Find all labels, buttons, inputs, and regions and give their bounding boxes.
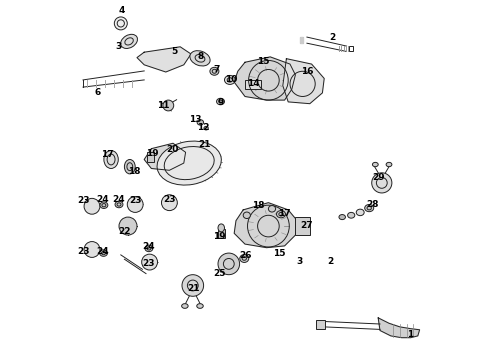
Circle shape: [163, 100, 174, 111]
Ellipse shape: [157, 141, 221, 185]
Polygon shape: [300, 37, 303, 43]
Text: 10: 10: [225, 75, 238, 84]
Circle shape: [218, 253, 240, 275]
Ellipse shape: [347, 212, 355, 218]
Text: 21: 21: [188, 284, 200, 293]
Circle shape: [84, 242, 100, 257]
Ellipse shape: [276, 211, 286, 218]
Text: 11: 11: [157, 101, 169, 110]
Text: 25: 25: [213, 269, 225, 278]
Text: 23: 23: [77, 196, 90, 204]
Text: 2: 2: [327, 257, 333, 266]
Text: 27: 27: [300, 221, 313, 230]
Circle shape: [372, 173, 392, 193]
Text: 15: 15: [257, 58, 269, 67]
Text: 12: 12: [197, 123, 210, 132]
Text: 18: 18: [252, 201, 265, 210]
Text: 7: 7: [214, 65, 220, 74]
Text: 23: 23: [129, 196, 142, 204]
Text: 21: 21: [198, 140, 211, 149]
Text: 24: 24: [113, 195, 125, 204]
Ellipse shape: [269, 206, 275, 212]
Ellipse shape: [104, 150, 118, 168]
Text: 16: 16: [301, 67, 314, 76]
Text: 17: 17: [101, 150, 114, 159]
Text: 6: 6: [95, 89, 101, 98]
Text: 17: 17: [278, 209, 291, 217]
Text: 4: 4: [119, 6, 125, 15]
Bar: [316, 320, 325, 329]
Ellipse shape: [210, 67, 219, 75]
Text: 1: 1: [407, 330, 413, 338]
Polygon shape: [283, 59, 324, 104]
Text: 19: 19: [213, 232, 225, 241]
Ellipse shape: [182, 304, 188, 308]
Text: 20: 20: [166, 145, 178, 154]
Circle shape: [84, 198, 100, 214]
Circle shape: [142, 254, 157, 270]
Ellipse shape: [356, 209, 364, 216]
Polygon shape: [137, 47, 191, 72]
Text: 5: 5: [172, 47, 178, 56]
Bar: [219, 229, 225, 238]
Text: 13: 13: [190, 115, 202, 124]
Ellipse shape: [372, 162, 378, 167]
Ellipse shape: [145, 245, 153, 252]
Text: 23: 23: [77, 248, 90, 256]
Text: 14: 14: [247, 80, 260, 89]
Text: 23: 23: [163, 194, 175, 204]
Bar: [147, 152, 153, 162]
Ellipse shape: [204, 126, 208, 130]
Ellipse shape: [124, 159, 135, 174]
Polygon shape: [234, 203, 297, 248]
Polygon shape: [234, 57, 295, 100]
Text: 19: 19: [146, 149, 158, 158]
Circle shape: [119, 217, 137, 235]
Ellipse shape: [197, 120, 204, 125]
Circle shape: [127, 197, 143, 212]
Text: 22: 22: [118, 228, 130, 237]
Bar: [245, 80, 261, 89]
Ellipse shape: [386, 162, 392, 167]
Text: 26: 26: [240, 251, 252, 260]
Ellipse shape: [224, 76, 235, 85]
Bar: [295, 217, 310, 235]
Text: 9: 9: [218, 98, 224, 107]
Text: 23: 23: [142, 259, 155, 269]
Ellipse shape: [197, 304, 203, 308]
Ellipse shape: [365, 204, 374, 212]
Ellipse shape: [339, 215, 345, 220]
Ellipse shape: [99, 250, 107, 256]
Ellipse shape: [243, 212, 250, 219]
Ellipse shape: [217, 98, 224, 105]
Text: 24: 24: [96, 195, 108, 204]
Circle shape: [182, 275, 204, 296]
Text: 2: 2: [330, 33, 336, 42]
Text: 28: 28: [367, 200, 379, 209]
Ellipse shape: [100, 202, 108, 208]
Ellipse shape: [190, 51, 210, 66]
Text: 18: 18: [128, 167, 140, 176]
Ellipse shape: [218, 224, 224, 232]
Circle shape: [114, 17, 127, 30]
Bar: [349, 46, 353, 51]
Polygon shape: [378, 318, 419, 338]
Polygon shape: [144, 143, 186, 170]
Text: 15: 15: [272, 249, 285, 258]
Ellipse shape: [115, 201, 123, 208]
Text: 24: 24: [142, 242, 154, 251]
Text: 3: 3: [296, 257, 302, 266]
Ellipse shape: [240, 255, 249, 262]
Text: 24: 24: [96, 248, 108, 256]
Circle shape: [162, 195, 177, 211]
Text: 8: 8: [198, 53, 204, 62]
Text: 29: 29: [372, 173, 385, 182]
Text: 3: 3: [115, 42, 122, 51]
Ellipse shape: [121, 34, 138, 49]
